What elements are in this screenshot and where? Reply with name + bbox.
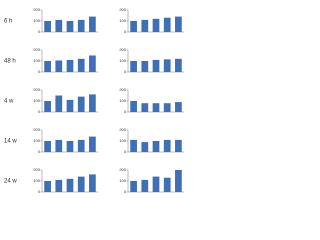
bar — [55, 179, 63, 192]
bar — [175, 58, 182, 72]
bar — [55, 60, 63, 72]
y-tick-label: 0 — [124, 149, 127, 154]
bar — [152, 141, 160, 152]
y-tick-label: 200 — [33, 167, 40, 172]
bar — [163, 177, 171, 192]
bar — [152, 59, 160, 72]
bar — [175, 102, 182, 112]
bar — [77, 176, 85, 192]
bar — [130, 101, 137, 112]
y-tick-label: 100 — [119, 138, 126, 143]
bar — [66, 178, 74, 192]
y-tick-label: 100 — [119, 178, 126, 183]
bar — [77, 139, 85, 152]
bar — [66, 99, 74, 112]
y-tick-label: 100 — [119, 58, 126, 63]
bar — [44, 21, 51, 32]
y-tick-label: 100 — [33, 138, 40, 143]
y-tick-label: 100 — [33, 58, 40, 63]
bar — [66, 141, 74, 152]
row-label: 4 w — [4, 99, 14, 105]
y-tick-label: 200 — [119, 127, 126, 132]
row-label: 24 w — [4, 179, 17, 185]
bar — [55, 139, 63, 152]
bar — [163, 139, 171, 152]
y-tick-label: 0 — [124, 69, 127, 74]
bar — [163, 17, 171, 32]
y-tick-label: 200 — [119, 167, 126, 172]
bar — [175, 139, 182, 152]
bar — [77, 19, 85, 32]
bar — [66, 59, 74, 72]
bar — [141, 61, 149, 72]
y-tick-label: 0 — [38, 29, 41, 34]
y-tick-label: 0 — [38, 189, 41, 194]
figure: 6 h 0 100 200 0 100 200 48 h 0 100 200 0 100 200 4 w 0 1… — [4, 7, 184, 194]
y-tick-label: 0 — [124, 29, 127, 34]
bar — [175, 16, 182, 32]
bar — [163, 59, 171, 72]
bar — [152, 18, 160, 32]
y-tick-label: 100 — [119, 18, 126, 23]
bar — [89, 16, 96, 32]
y-tick-label: 0 — [124, 189, 127, 194]
row-label: 48 h — [4, 59, 16, 65]
y-tick-label: 200 — [119, 87, 126, 92]
bar — [44, 101, 51, 112]
y-tick-label: 200 — [33, 87, 40, 92]
bar — [89, 174, 96, 192]
bar — [55, 95, 63, 112]
bar — [44, 141, 51, 152]
y-tick-label: 200 — [33, 7, 40, 12]
bar — [55, 19, 63, 32]
bar — [130, 61, 137, 72]
bar — [141, 142, 149, 152]
bar — [66, 21, 74, 32]
y-tick-label: 200 — [33, 47, 40, 52]
bar — [163, 103, 171, 112]
y-tick-label: 0 — [38, 109, 41, 114]
bar — [130, 139, 137, 152]
bar — [77, 58, 85, 72]
bar — [152, 176, 160, 192]
y-tick-label: 200 — [119, 47, 126, 52]
y-tick-label: 0 — [38, 149, 41, 154]
bar — [89, 136, 96, 152]
y-tick-label: 0 — [124, 109, 127, 114]
y-tick-label: 100 — [119, 98, 126, 103]
bar — [130, 181, 137, 192]
bar — [141, 19, 149, 32]
y-tick-label: 200 — [33, 127, 40, 132]
bar — [89, 94, 96, 112]
row-label: 14 w — [4, 139, 17, 145]
y-tick-label: 100 — [33, 178, 40, 183]
bar — [141, 179, 149, 192]
row-label: 6 h — [4, 19, 12, 25]
bar — [44, 61, 51, 72]
y-tick-label: 200 — [119, 7, 126, 12]
bar — [152, 103, 160, 112]
bar — [77, 96, 85, 112]
bar — [89, 55, 96, 72]
y-tick-label: 0 — [38, 69, 41, 74]
y-tick-label: 100 — [33, 18, 40, 23]
bar — [44, 181, 51, 192]
bar — [175, 170, 182, 192]
bar — [130, 21, 137, 32]
bar — [141, 103, 149, 112]
y-tick-label: 100 — [33, 98, 40, 103]
